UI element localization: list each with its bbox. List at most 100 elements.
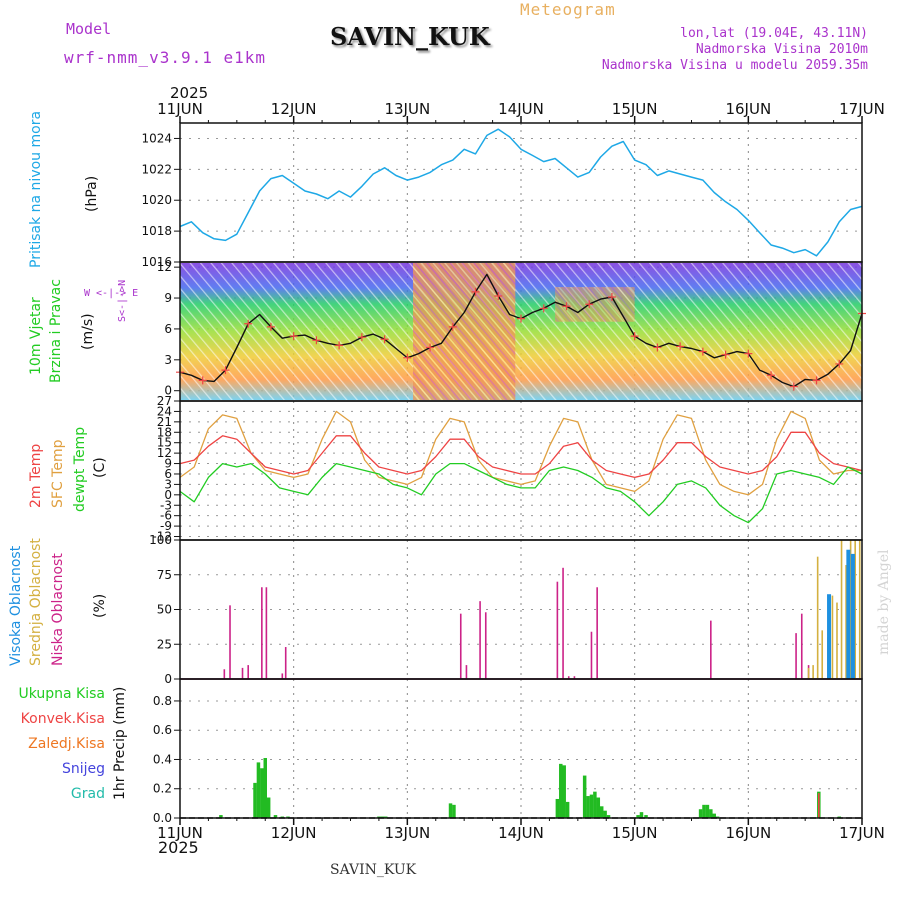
cloud-bar	[241, 667, 244, 679]
y-tick-label: 25	[157, 637, 172, 651]
precip-bar	[589, 794, 594, 818]
y-tick-label: 0.6	[153, 723, 172, 737]
cloud-bar	[846, 549, 851, 679]
y-tick-label: -3	[160, 498, 172, 512]
cloud-bar	[710, 620, 712, 679]
wind-gust-point	[812, 376, 821, 385]
cloud-bar	[845, 565, 847, 679]
wind-gust-point	[448, 322, 457, 331]
cloud-bar	[573, 676, 576, 679]
precip-bar	[709, 809, 713, 818]
legend-grad: Grad	[70, 786, 105, 802]
precip-bar	[586, 796, 590, 818]
cloud-bar	[479, 601, 481, 679]
precip-bar	[219, 815, 223, 818]
legend-total-rain: Ukupna Kisa	[18, 686, 105, 702]
cloud-bar	[247, 665, 249, 679]
station-title: SAVIN_KUK	[330, 22, 490, 51]
wind-strong-zone	[413, 263, 516, 400]
x-day-label-top: 12JUN	[271, 100, 317, 118]
wind-gust-point	[607, 293, 616, 302]
y-tick-label: 1024	[141, 131, 172, 145]
cloud-bar	[807, 667, 810, 679]
y-tick-label: 3	[164, 477, 172, 491]
precip-bar	[582, 775, 587, 818]
wind-gust-point	[471, 287, 480, 296]
altitude-label: Nadmorska Visina 2010m	[695, 42, 868, 57]
y-tick-label: 27	[157, 394, 172, 408]
y-tick-label: 3	[164, 353, 172, 367]
precip-bar	[565, 801, 570, 818]
wind-gust-point	[585, 300, 594, 309]
year-bottom: 2025	[158, 838, 199, 857]
lonlat-label: lon,lat (19.04E, 43.11N)	[680, 26, 868, 41]
wind-gust-point	[653, 343, 662, 352]
cloud-bar	[812, 665, 814, 679]
wind-gust-point	[789, 382, 798, 391]
y-tick-label: 12	[157, 446, 172, 460]
y-tick-label: 0.8	[153, 694, 172, 708]
y-tick-label: 9	[164, 291, 172, 305]
precip-bar	[452, 804, 456, 818]
cloud-bar	[816, 556, 819, 679]
sfc-temp-line	[179, 410, 862, 496]
y-tick-label: 18	[157, 425, 172, 439]
wind-gust-point	[198, 376, 207, 385]
cloud-bar	[840, 540, 843, 679]
wind-gust-point	[335, 341, 344, 350]
wind-strong-zone	[555, 287, 635, 322]
dewpt-temp-line	[179, 462, 863, 524]
cloud-bar	[261, 587, 263, 679]
wind-gust-point	[835, 359, 844, 368]
y-tick-label: 24	[157, 404, 172, 418]
precip-bar	[606, 815, 611, 818]
x-day-label-bottom: 14JUN	[498, 824, 544, 842]
temp-2m-line	[179, 431, 863, 479]
wind-compass-we: W <-|-> E	[84, 288, 139, 299]
panel-frame	[179, 539, 863, 680]
cloud-bar	[484, 612, 487, 679]
y-tick-label: 50	[157, 603, 172, 617]
precip-bar	[705, 804, 710, 818]
cloud-bar	[562, 567, 564, 679]
wind-gust-point	[562, 302, 571, 311]
footer-station: SAVIN_KUK	[330, 862, 417, 878]
precip-bar	[562, 765, 566, 818]
x-day-label-bottom: 12JUN	[271, 824, 317, 842]
precip-bar	[698, 809, 703, 818]
y-tick-label: -12	[152, 530, 172, 544]
wind-gust-point	[494, 291, 503, 300]
wind-gust-point	[539, 304, 548, 313]
model-altitude-label: Nadmorska Visina u modelu 2059.35m	[601, 58, 868, 73]
legend-snow: Snijeg	[61, 761, 105, 777]
precip-bar	[603, 810, 607, 818]
model-name: wrf-nmm_v3.9.1 e1km	[64, 48, 267, 67]
precip-bar	[559, 763, 563, 818]
x-day-label-top: 14JUN	[498, 100, 544, 118]
precip-bar	[555, 798, 560, 818]
legend-frz-rain: Zaledj.Kisa	[28, 736, 105, 752]
y-tick-label: 1016	[141, 255, 172, 269]
y-tick-label: 0	[164, 384, 172, 398]
x-day-label-top: 11JUN	[157, 100, 203, 118]
cloud-bar	[821, 630, 824, 679]
precip-bar	[253, 782, 257, 818]
cloud-bar	[854, 540, 856, 679]
wind-gust-point	[244, 319, 253, 328]
y-tick-label: -6	[160, 509, 172, 523]
wind-gust-point	[630, 332, 639, 341]
cloud-bar	[596, 587, 598, 679]
year-top: 2025	[170, 84, 209, 102]
cloud-bar	[567, 676, 570, 679]
wind-gust-point	[266, 322, 275, 331]
wind-gust-point	[426, 343, 435, 352]
cloud-bar	[795, 633, 797, 679]
cloud-bar	[223, 669, 226, 679]
wind-gust-point	[721, 350, 730, 359]
x-day-label-bottom: 13JUN	[384, 824, 430, 842]
cloud-bar	[265, 587, 268, 679]
y-tick-label: 6	[164, 467, 172, 481]
x-day-label-bottom: 17JUN	[839, 824, 885, 842]
x-day-label-bottom: 15JUN	[612, 824, 658, 842]
cloud-bar	[284, 647, 287, 679]
